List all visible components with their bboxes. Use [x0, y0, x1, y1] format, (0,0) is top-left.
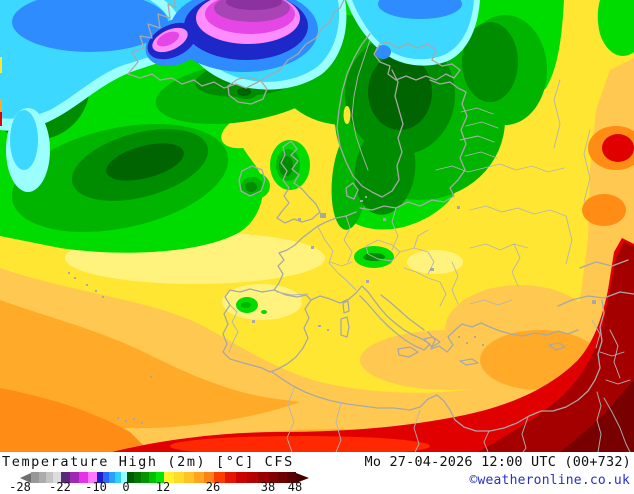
legend-color-cell	[109, 472, 115, 483]
legend-ticks: -28 -22 -10 0 12 26 38 48	[9, 480, 320, 494]
weather-map	[0, 0, 634, 452]
coastlines-layer	[127, 0, 634, 452]
legend-color-cell	[53, 472, 61, 483]
legend-color-cell	[287, 472, 296, 483]
legend-color-cell	[247, 472, 258, 483]
legend-color-cell	[156, 472, 164, 483]
legend-tick-label: -28	[9, 480, 31, 494]
legend-tick-label: 48	[287, 480, 303, 494]
legend-tick-label: 12	[155, 480, 171, 494]
legend-color-cell	[225, 472, 236, 483]
legend-color-cell	[184, 472, 194, 483]
legend-color-cell	[70, 472, 79, 483]
legend-colorbar	[20, 472, 309, 483]
map-title: Temperature High (2m) [°C] CFS	[2, 454, 294, 470]
legend-color-cell	[31, 472, 39, 483]
legend-color-cell	[174, 472, 184, 483]
legend-tick-label: -22	[49, 480, 71, 494]
legend-color-cell	[115, 472, 121, 483]
footer: Temperature High (2m) [°C] CFS Mo 27-04-…	[0, 452, 634, 494]
legend-color-cell	[127, 472, 134, 483]
legend-color-cell	[258, 472, 269, 483]
legend-color-cell	[214, 472, 225, 483]
legend-color-cell	[269, 472, 278, 483]
legend-tick-label: 26	[205, 480, 221, 494]
legend-tick-label: -10	[85, 480, 107, 494]
legend-color-cell	[61, 472, 70, 483]
copyright: ©weatheronline.co.uk	[469, 473, 630, 488]
temperature-layer	[0, 0, 634, 452]
temperature-legend: -28 -22 -10 0 12 26 38 48	[9, 472, 320, 494]
legend-color-cell	[39, 472, 46, 483]
legend-color-cell	[97, 472, 103, 483]
legend-color-cell	[134, 472, 141, 483]
legend-color-cell	[79, 472, 88, 483]
legend-right-arrow	[296, 472, 309, 483]
legend-color-cell	[204, 472, 214, 483]
legend-color-cell	[149, 472, 156, 483]
legend-color-cell	[103, 472, 109, 483]
legend-tick-label: 38	[260, 480, 276, 494]
temperature-map-svg	[0, 0, 634, 452]
legend-left-arrow	[20, 472, 31, 483]
borders-layer	[228, 39, 631, 452]
legend-color-cell	[278, 472, 287, 483]
legend-color-cell	[236, 472, 247, 483]
map-datetime: Mo 27-04-2026 12:00 UTC (00+732)	[364, 454, 631, 470]
legend-color-cell	[194, 472, 204, 483]
legend-color-cell	[141, 472, 149, 483]
legend-color-cell	[46, 472, 53, 483]
legend-color-cell	[164, 472, 174, 483]
legend-tick-label: 0	[122, 480, 130, 494]
cities-layer	[68, 196, 596, 424]
legend-color-cell	[121, 472, 127, 483]
legend-color-cell	[88, 472, 97, 483]
legend-colorbar-cells	[31, 472, 296, 483]
